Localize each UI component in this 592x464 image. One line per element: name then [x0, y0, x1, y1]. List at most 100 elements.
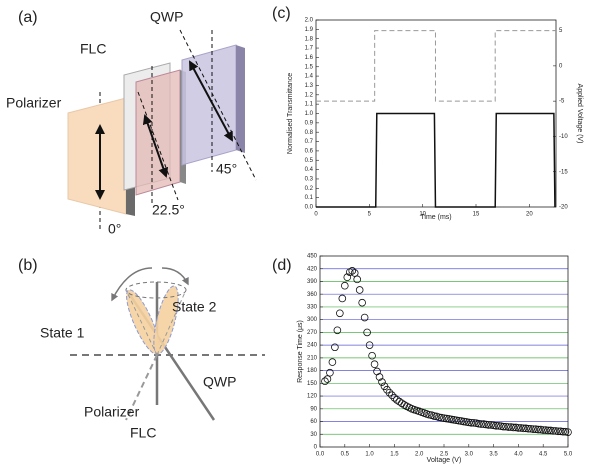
data-point: [539, 426, 547, 434]
data-point: [519, 424, 528, 433]
state-label: State 2: [172, 299, 217, 315]
y-tick-label: 270: [307, 330, 318, 336]
data-point: [487, 421, 495, 429]
x-tick-label: 10: [419, 212, 426, 218]
data-point: [534, 425, 543, 434]
y-tick-label: 300: [307, 317, 318, 323]
flc-plate: [135, 69, 181, 196]
data-point: [450, 416, 458, 424]
data-point: [350, 269, 359, 277]
data-point: [338, 294, 347, 303]
panel-label: (c): [272, 5, 291, 22]
y2-tick-label: -10: [559, 134, 568, 140]
y-tick-label: 1.1: [305, 102, 314, 108]
angle-label: 0°: [108, 221, 121, 237]
y-axis-label: Response Time (μs): [297, 320, 304, 383]
angle-label: 22.5°: [152, 202, 185, 218]
data-point: [333, 326, 342, 335]
data-point: [358, 298, 366, 307]
y2-tick-label: -15: [559, 169, 568, 175]
data-point: [437, 413, 446, 422]
data-point: [336, 309, 344, 318]
data-point: [497, 422, 505, 431]
data-point: [502, 422, 510, 431]
panel-label: (b): [18, 257, 38, 274]
data-point: [517, 424, 525, 432]
data-point: [440, 414, 448, 422]
data-point: [526, 424, 535, 433]
x-tick-label: 0.0: [316, 452, 325, 458]
data-point: [365, 341, 374, 349]
y-tick-label: 60: [310, 419, 317, 425]
data-point: [474, 419, 483, 428]
data-point: [370, 360, 379, 369]
data-point: [472, 419, 481, 428]
data-point: [469, 419, 478, 427]
y-tick-label: 0.3: [305, 177, 314, 183]
data-point: [375, 373, 384, 381]
data-point: [492, 421, 500, 430]
data-point: [390, 393, 399, 402]
polarizer-label: Polarizer: [84, 404, 140, 420]
data-point: [348, 267, 357, 275]
data-point: [494, 421, 503, 430]
panel-label: (d): [272, 257, 292, 274]
data-point: [447, 415, 456, 424]
data-point: [507, 423, 515, 431]
data-point: [509, 423, 518, 432]
data-point: [504, 423, 513, 431]
data-point: [512, 423, 520, 432]
data-point: [388, 391, 396, 400]
plot-frame: [319, 255, 569, 448]
y-tick-label: 0.7: [305, 139, 314, 145]
data-point: [536, 425, 545, 434]
y-tick-label: 2.0: [305, 18, 314, 24]
x-tick-label: 1.0: [365, 452, 374, 458]
panel-b: (b) State 1 State 2 QWP Polarizer FLC: [18, 257, 265, 441]
y-tick-label: 1.8: [305, 36, 314, 42]
y-tick-label: 1.0: [305, 111, 314, 117]
data-point: [331, 343, 339, 352]
state-label: State 1: [40, 325, 85, 341]
y-tick-label: 0.2: [305, 186, 314, 192]
rotation-arrow: [111, 267, 153, 302]
x-tick-label: 2.5: [440, 452, 449, 458]
x-axis-label: Time (ms): [420, 214, 451, 221]
charts: 0.0 0.1 0.2 0.3 0.4 0.5 0.6 0.7 0.8 0.9 1.0 1.1 1.2 1…: [272, 5, 583, 464]
data-point: [442, 414, 451, 423]
data-point: [340, 281, 349, 290]
data-point: [514, 424, 523, 432]
data-point: [457, 417, 466, 425]
y-tick-label: 360: [307, 292, 318, 298]
data-point: [554, 427, 562, 436]
data-point: [452, 416, 461, 425]
x-tick-label: 4.5: [539, 452, 548, 458]
y-tick-label: 1.4: [305, 74, 314, 80]
panel-label: (a): [18, 9, 38, 26]
x-tick-label: 2.0: [415, 452, 424, 458]
cone: [125, 289, 158, 356]
y-tick-label: 450: [307, 254, 318, 260]
data-point: [455, 416, 463, 425]
x-tick-label: 3.5: [489, 452, 498, 458]
data-point: [531, 425, 540, 433]
cone: [156, 289, 187, 356]
y-tick-label: 180: [307, 368, 318, 374]
rotation-arrow: [161, 267, 189, 286]
data-point: [529, 425, 538, 433]
y-tick-label: 0.0: [305, 205, 314, 211]
y-axis-label: Normalised Transmittance: [287, 73, 294, 154]
data-point: [435, 413, 443, 422]
state-lobe: [153, 285, 179, 355]
data-point: [360, 313, 369, 322]
data-line: [316, 112, 556, 208]
y-tick-label: 0: [314, 445, 318, 451]
data-point: [479, 420, 488, 428]
x-tick-label: 0.5: [341, 452, 350, 458]
x-tick-label: 5.0: [564, 452, 573, 458]
y-tick-label: 210: [307, 355, 318, 361]
data-point: [551, 427, 560, 435]
y-tick-label: 240: [307, 343, 318, 349]
y-tick-label: 120: [307, 394, 318, 400]
x-tick-label: 1.5: [390, 452, 399, 458]
